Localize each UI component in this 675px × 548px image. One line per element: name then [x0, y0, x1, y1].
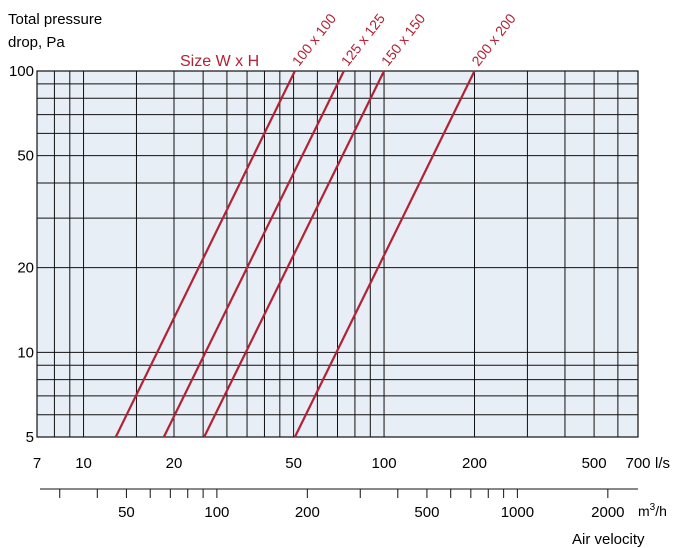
x-tick-label: 20: [166, 455, 183, 472]
chart-title-line-2: drop, Pa: [8, 34, 65, 51]
x-unit-label: l/s: [655, 455, 670, 472]
series-line: [293, 70, 476, 438]
x-tick-label: 500: [582, 455, 607, 472]
x-tick-label: 700: [625, 455, 650, 472]
y-tick-label: 10: [17, 344, 34, 361]
x-axis-title: Air velocity: [572, 531, 645, 548]
y-tick-label: 100: [9, 63, 34, 80]
x-tick-label: 200: [462, 455, 487, 472]
series-line: [114, 70, 296, 438]
series-line: [162, 70, 345, 438]
y-tick-label: 50: [17, 148, 34, 165]
x-tick-label: 50: [285, 455, 302, 472]
series-label: 100 x 100: [289, 10, 340, 68]
secondary-x-tick-label: 50: [118, 504, 135, 521]
secondary-x-unit-sup: 3: [650, 502, 656, 513]
chart-title-line-1: Total pressure: [8, 11, 102, 28]
x-axis: 7 10 20 50 100 200 500 700: [33, 455, 651, 472]
plot-frame: [36, 70, 639, 438]
grid: [36, 70, 639, 438]
legend-title: Size W x H: [180, 53, 259, 70]
series-label: 200 x 200: [468, 10, 519, 68]
secondary-x-tick-label: 2000: [591, 504, 624, 521]
secondary-x-tick-label: 1000: [501, 504, 534, 521]
x-tick-label: 7: [33, 455, 41, 472]
x-tick-label: 10: [75, 455, 92, 472]
secondary-x-axis: 50 100 200 500 1000 2000: [40, 488, 638, 521]
y-axis: 5 10 20 50 100: [9, 63, 34, 446]
secondary-x-unit-base: m: [638, 503, 650, 519]
y-tick-label: 5: [26, 429, 34, 446]
y-tick-label: 20: [17, 260, 34, 277]
x-tick-label: 100: [372, 455, 397, 472]
series-line: [203, 70, 386, 438]
secondary-x-tick-label: 200: [295, 504, 320, 521]
secondary-x-tick-label: 100: [204, 504, 229, 521]
secondary-x-unit-label: m3/h: [638, 502, 667, 519]
series-group: [114, 70, 476, 438]
secondary-x-tick-label: 500: [414, 504, 439, 521]
secondary-x-unit-tail: /h: [655, 503, 667, 519]
